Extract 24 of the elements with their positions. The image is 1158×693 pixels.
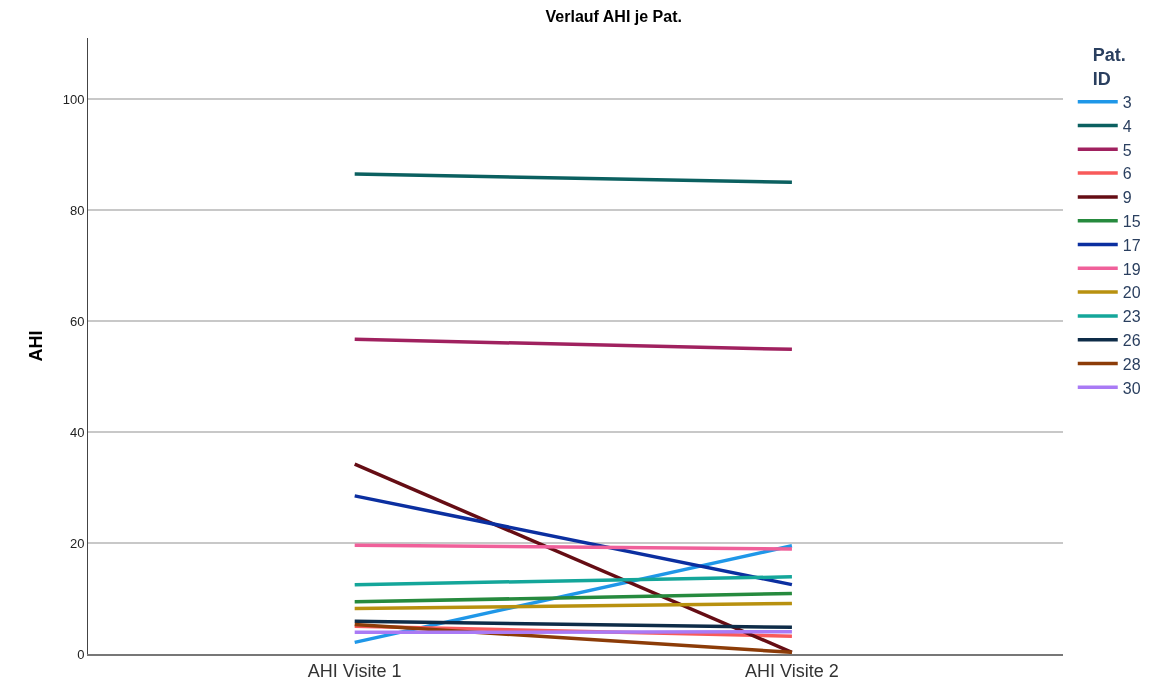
legend-label: 4 [1122,117,1132,135]
legend-label: 28 [1122,355,1141,373]
legend-title: Pat. ID [1092,45,1126,89]
legend-label: 23 [1122,308,1141,326]
legend-label: 6 [1122,165,1132,183]
x-tick-label: AHI Visite 1 [307,661,402,682]
legend-label: 9 [1122,189,1132,207]
y-tick-label: 0 [77,646,85,662]
legend-label: 26 [1122,331,1141,349]
y-tick-label: 100 [62,91,85,107]
chart-title: Verlauf AHI je Pat. [545,7,682,25]
legend-label: 30 [1122,379,1141,397]
legend-label: 3 [1122,93,1132,111]
y-tick-label: 40 [69,424,85,440]
y-axis-title: AHI [25,330,46,362]
x-tick-label: AHI Visite 2 [745,661,839,682]
y-tick-label: 80 [69,202,85,218]
legend-label: 17 [1122,236,1141,254]
legend-label: 19 [1122,260,1141,278]
y-tick-label: 60 [69,313,85,329]
legend-label: 15 [1122,212,1141,230]
legend-label: 5 [1122,141,1132,159]
legend-label: 20 [1122,284,1141,302]
y-tick-label: 20 [69,535,85,551]
